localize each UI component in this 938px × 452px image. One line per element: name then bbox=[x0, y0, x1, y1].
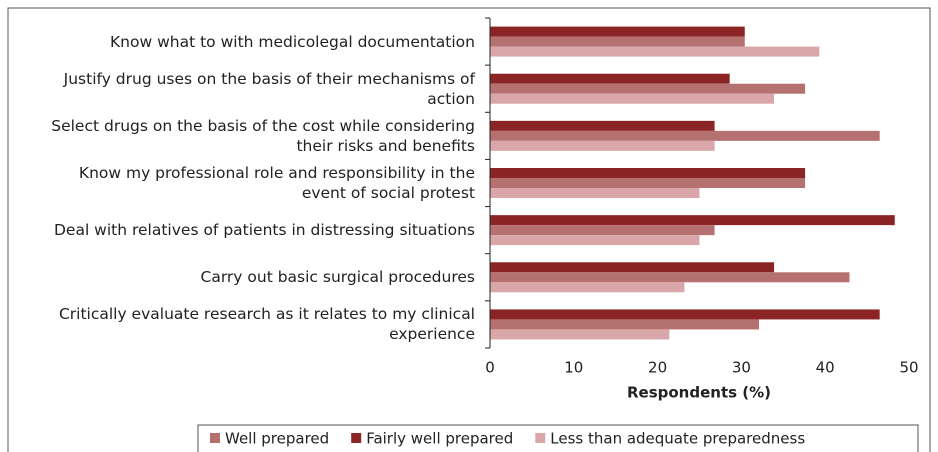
bar bbox=[490, 225, 715, 236]
category-label: Select drugs on the basis of the cost wh… bbox=[51, 116, 475, 155]
legend-label: Less than adequate preparedness bbox=[550, 430, 805, 448]
bar bbox=[490, 130, 880, 141]
bar bbox=[490, 319, 759, 330]
x-tick-label: 30 bbox=[732, 359, 751, 377]
bar bbox=[490, 73, 730, 84]
legend-box bbox=[197, 424, 919, 452]
legend-label: Fairly well prepared bbox=[366, 430, 513, 448]
legend-label: Well prepared bbox=[225, 430, 329, 448]
bar bbox=[490, 272, 850, 283]
x-tick-label: 50 bbox=[899, 359, 918, 377]
bar bbox=[490, 120, 715, 131]
bar bbox=[490, 188, 700, 198]
bar bbox=[490, 93, 775, 104]
bar bbox=[490, 46, 820, 57]
category-label: Critically evaluate research as it relat… bbox=[58, 305, 475, 344]
category-label: Deal with relatives of patients in distr… bbox=[53, 221, 475, 240]
legend-swatch bbox=[535, 433, 546, 443]
bar bbox=[490, 83, 806, 94]
bar bbox=[490, 215, 895, 226]
legend-swatch bbox=[210, 433, 220, 443]
legend-swatch bbox=[351, 433, 362, 443]
bar bbox=[490, 178, 806, 188]
bar bbox=[490, 329, 670, 340]
bar bbox=[490, 36, 745, 47]
bar bbox=[490, 282, 685, 293]
category-label: Justify drug uses on the basis of their … bbox=[63, 69, 475, 108]
bar bbox=[490, 262, 775, 273]
frame bbox=[7, 7, 931, 452]
category-label: Know what to with medicolegal documentat… bbox=[110, 32, 475, 51]
category-label: Know my professional role and responsibi… bbox=[78, 164, 475, 202]
bar bbox=[490, 168, 806, 178]
bar bbox=[490, 26, 745, 37]
x-tick-label: 10 bbox=[564, 359, 583, 377]
bar bbox=[490, 309, 880, 320]
x-tick-label: 20 bbox=[648, 359, 667, 377]
bar bbox=[490, 235, 700, 246]
category-label: Carry out basic surgical procedures bbox=[200, 268, 476, 287]
x-tick-label: 40 bbox=[816, 359, 835, 377]
x-axis-label: Respondents (%) bbox=[627, 384, 771, 402]
bar bbox=[490, 140, 715, 151]
x-tick-label: 0 bbox=[485, 359, 495, 377]
